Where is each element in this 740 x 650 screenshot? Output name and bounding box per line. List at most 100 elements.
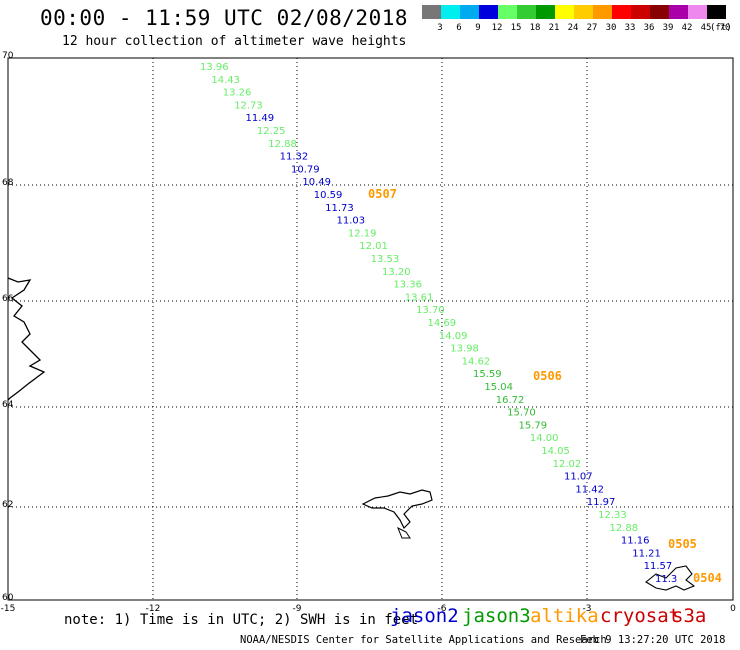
colorbar-swatch xyxy=(441,5,460,19)
wave-height-label: 11.03 xyxy=(337,216,366,227)
colorbar-swatch xyxy=(460,5,479,19)
lat-tick-label: 68 xyxy=(2,178,14,188)
lat-tick-label: 70 xyxy=(2,51,14,61)
colorbar-label: 33 xyxy=(624,23,636,33)
colorbar-swatch xyxy=(612,5,631,19)
lat-tick-label: 60 xyxy=(2,593,14,603)
colorbar-label: 27 xyxy=(586,23,598,33)
wave-height-label: 10.79 xyxy=(291,164,320,175)
colorbar-swatch xyxy=(631,5,650,19)
pass-time-label: 0505 xyxy=(668,537,697,551)
wave-height-label: 12.33 xyxy=(598,510,627,521)
colorbar-swatch xyxy=(479,5,498,19)
wave-height-label: 11.57 xyxy=(644,561,673,572)
colorbar-swatch xyxy=(707,5,726,19)
wave-height-label: 11.21 xyxy=(632,548,661,559)
wave-height-label: 12.88 xyxy=(610,523,639,534)
wave-height-label: 14.05 xyxy=(541,446,570,457)
wave-height-label: 14.00 xyxy=(530,433,559,444)
wave-height-label: 11.07 xyxy=(564,472,593,483)
wave-height-label: 11.73 xyxy=(325,203,354,214)
wave-height-label: 14.62 xyxy=(462,356,491,367)
pass-time-label: 0507 xyxy=(368,187,397,201)
colorbar-label: 18 xyxy=(529,23,541,33)
satellite-legend-item: s3a xyxy=(672,605,707,627)
chart-title: 00:00 - 11:59 UTC 02/08/2018 xyxy=(40,6,409,30)
shetland-coastline xyxy=(645,565,696,591)
wave-height-label: 12.02 xyxy=(553,459,582,470)
lon-tick-label: -12 xyxy=(146,604,161,614)
colorbar-label: 21 xyxy=(548,23,560,33)
map-frame xyxy=(7,57,734,601)
colorbar-label: 9 xyxy=(475,23,481,33)
faroe-coastline xyxy=(361,489,433,530)
wave-height-label: 15.59 xyxy=(473,369,502,380)
wave-height-label: 13.96 xyxy=(200,62,229,73)
faroe-island xyxy=(397,526,411,539)
wave-height-label: 15.04 xyxy=(484,382,513,393)
pass-time-label: 0506 xyxy=(533,369,562,383)
colorbar-swatch xyxy=(593,5,612,19)
wave-height-label: 12.73 xyxy=(234,100,263,111)
wave-height-label: 11.97 xyxy=(587,497,616,508)
wave-height-label: 13.20 xyxy=(382,267,411,278)
lon-tick-label: -3 xyxy=(583,604,592,614)
lon-tick-label: -6 xyxy=(438,604,447,614)
wave-height-label: 15.79 xyxy=(519,420,548,431)
timestamp-text: Feb 9 13:27:20 UTC 2018 xyxy=(580,634,726,646)
wave-height-label: 12.88 xyxy=(268,139,297,150)
colorbar-swatch xyxy=(574,5,593,19)
satellite-legend-item: jason2 xyxy=(390,605,459,627)
pass-time-label: 0504 xyxy=(693,571,722,585)
wave-height-label: 12.25 xyxy=(257,126,286,137)
colorbar-swatch xyxy=(555,5,574,19)
wave-height-label: 12.01 xyxy=(359,241,388,252)
wave-height-label: 15.70 xyxy=(507,408,536,419)
colorbar-label: 42 xyxy=(681,23,693,33)
wave-height-label: 13.70 xyxy=(416,305,445,316)
colorbar-swatch xyxy=(498,5,517,19)
colorbar-label: 3 xyxy=(437,23,443,33)
colorbar-label: 24 xyxy=(567,23,579,33)
colorbar-label: 30 xyxy=(605,23,617,33)
colorbar-swatch xyxy=(688,5,707,19)
colorbar-label: 45 xyxy=(700,23,712,33)
colorbar-label: 15 xyxy=(510,23,522,33)
colorbar-swatch xyxy=(650,5,669,19)
satellite-legend-item: altika xyxy=(530,605,599,627)
colorbar-swatch xyxy=(422,5,441,19)
wave-height-label: 14.43 xyxy=(211,75,240,86)
colorbar-label: 12 xyxy=(491,23,503,33)
satellite-legend-item: cryosat xyxy=(600,605,681,627)
wave-height-label: 11.42 xyxy=(575,484,604,495)
colorbar-label: 39 xyxy=(662,23,674,33)
wave-height-label: 11.49 xyxy=(246,113,275,124)
colorbar-label: 36 xyxy=(643,23,655,33)
wave-height-label: 10.59 xyxy=(314,190,343,201)
lat-tick-label: 66 xyxy=(2,294,14,304)
lon-tick-label: -15 xyxy=(1,604,16,614)
wave-height-label: 10.49 xyxy=(302,177,331,188)
colorbar-label: 6 xyxy=(456,23,462,33)
wave-height-label: 13.36 xyxy=(393,280,422,291)
colorbar-label: 70 xyxy=(719,23,731,33)
lon-tick-label: -9 xyxy=(293,604,302,614)
wave-height-label: 12.19 xyxy=(348,228,377,239)
wave-height-label: 13.53 xyxy=(371,254,400,265)
lat-tick-label: 64 xyxy=(2,400,14,410)
wave-height-label: 11.32 xyxy=(280,152,309,163)
note-text: note: 1) Time is in UTC; 2) SWH is in fe… xyxy=(64,612,419,628)
wave-height-label: 14.09 xyxy=(439,331,468,342)
wave-height-label: 11.3 xyxy=(655,574,677,585)
colorbar-swatch xyxy=(536,5,555,19)
colorbar-unit: (ft) xyxy=(710,23,732,33)
chart-subtitle: 12 hour collection of altimeter wave hei… xyxy=(62,34,407,49)
wave-height-label: 13.98 xyxy=(450,344,479,355)
wave-height-label: 16.72 xyxy=(496,395,525,406)
colorbar-swatch xyxy=(517,5,536,19)
credit-text: NOAA/NESDIS Center for Satellite Applica… xyxy=(240,634,607,646)
wave-height-label: 11.16 xyxy=(621,536,650,547)
wave-height-label: 13.26 xyxy=(223,88,252,99)
wave-height-label: 13.61 xyxy=(405,292,434,303)
